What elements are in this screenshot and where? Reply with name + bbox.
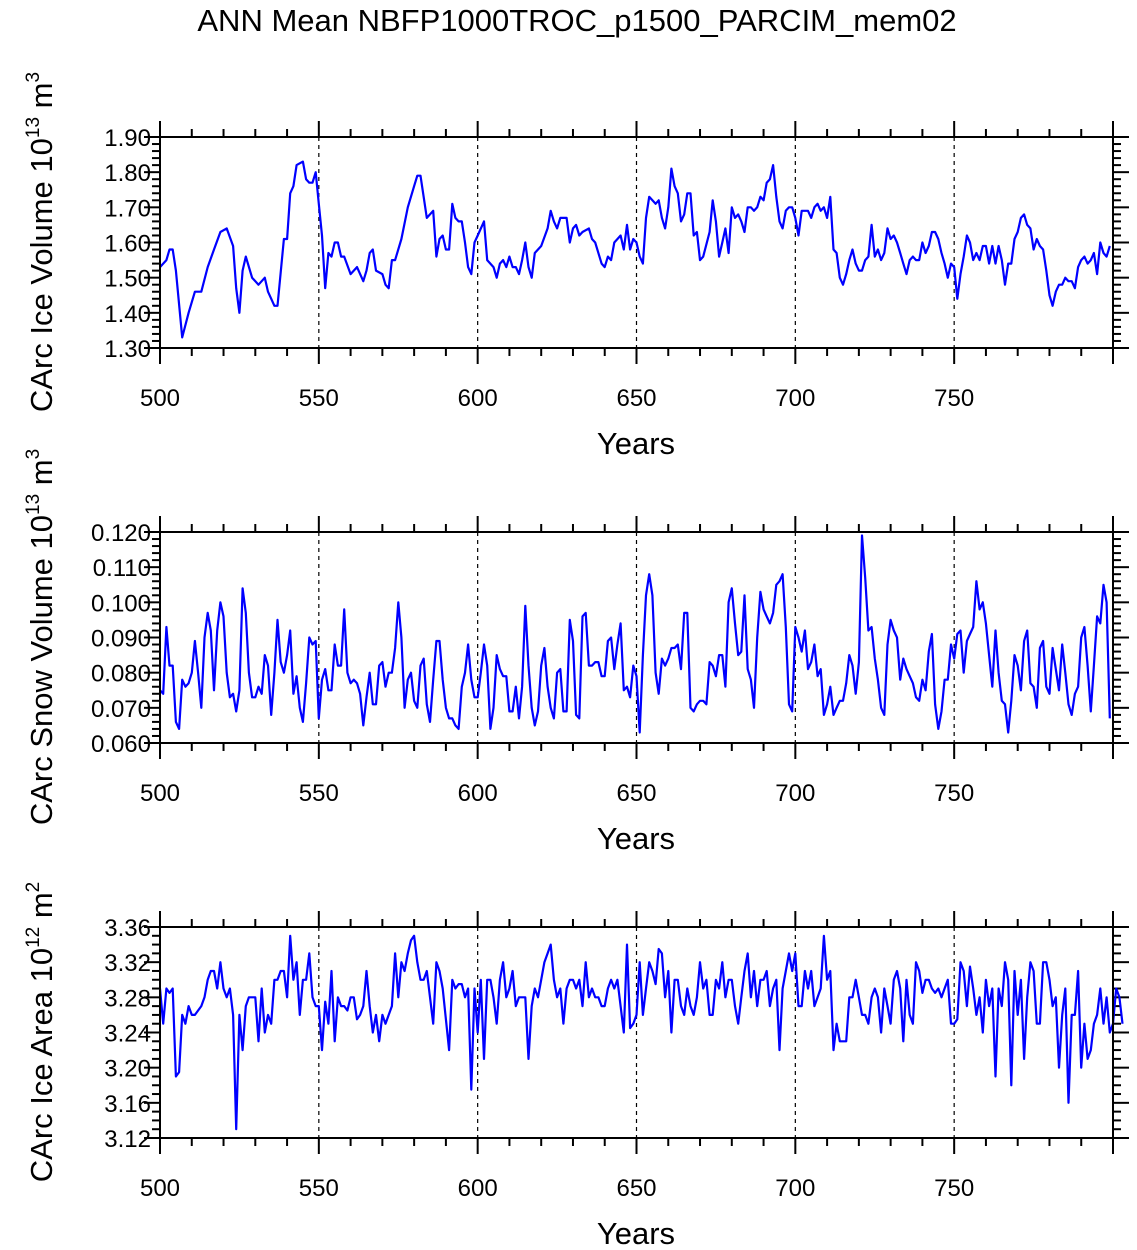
y-axis-label-exponent: 3 xyxy=(23,72,44,83)
y-tick-label: 1.80 xyxy=(104,160,151,187)
x-tick-label: 500 xyxy=(140,385,180,412)
y-tick-label: 0.080 xyxy=(91,661,151,688)
panel-2: 500 550 600 650 700 750 0.060 0.070 0.080 0.090 0.… xyxy=(23,449,1129,856)
y-axis-label-exponent: 3 xyxy=(23,449,44,460)
y-tick-label: 3.12 xyxy=(104,1126,151,1153)
y-tick-label: 1.90 xyxy=(104,125,151,152)
y-axis-label-text: m xyxy=(24,892,59,926)
x-tick-label: 600 xyxy=(458,780,498,807)
y-tick-label: 0.060 xyxy=(91,731,151,758)
x-tick-label: 650 xyxy=(616,1175,656,1202)
chart-title: ANN Mean NBFP1000TROC_p1500_PARCIM_mem02 xyxy=(197,3,956,38)
x-tick-label: 700 xyxy=(775,385,815,412)
y-tick-label: 3.32 xyxy=(104,950,151,977)
y-axis-label-text: CArc Ice Volume 10 xyxy=(24,138,59,412)
y-tick-label: 3.16 xyxy=(104,1091,151,1118)
x-tick-label: 650 xyxy=(616,780,656,807)
y-axis-label: CArc Ice Volume 1013 m3 xyxy=(23,72,59,412)
data-series-line xyxy=(159,534,1111,734)
x-axis-label: Years xyxy=(597,821,675,856)
y-tick-label: 3.24 xyxy=(104,1021,151,1048)
y-tick-label: 1.30 xyxy=(104,336,151,363)
x-axis-label: Years xyxy=(597,1216,675,1250)
y-axis-label-text: m xyxy=(24,459,59,493)
panel-3: 500 550 600 650 700 750 3.12 3.16 3.20 3.24 3.28 3.… xyxy=(23,882,1129,1250)
y-axis-label: CArc Snow Volume 1013 m3 xyxy=(23,449,59,825)
y-tick-label: 0.110 xyxy=(93,555,151,582)
x-axis-label: Years xyxy=(597,426,675,461)
x-tick-label: 650 xyxy=(616,385,656,412)
y-tick-label: 0.090 xyxy=(91,626,151,653)
y-axis-label-text: m xyxy=(24,83,59,117)
y-axis-label-exponent: 13 xyxy=(23,117,44,138)
y-axis-label-exponent: 13 xyxy=(23,494,44,515)
data-series-line xyxy=(158,934,1124,1131)
y-axis-label-exponent: 2 xyxy=(23,882,44,893)
y-tick-label: 0.100 xyxy=(91,590,151,617)
y-axis-label-text: CArc Ice Area 10 xyxy=(24,948,59,1182)
y-axis-label: CArc Ice Area 1012 m2 xyxy=(23,882,59,1183)
panel-1: 500 550 600 650 700 750 1.30 1.40 1.50 1.60 1.70 1.… xyxy=(23,72,1129,461)
y-axis-label-exponent: 12 xyxy=(23,927,44,948)
plot-frame xyxy=(159,136,1114,349)
x-tick-label: 550 xyxy=(299,1175,339,1202)
y-tick-label: 1.70 xyxy=(104,195,151,222)
y-tick-label: 1.60 xyxy=(104,231,151,258)
x-tick-label: 550 xyxy=(299,780,339,807)
x-tick-label: 750 xyxy=(934,385,974,412)
y-tick-label: 3.20 xyxy=(104,1056,151,1083)
x-tick-label: 750 xyxy=(934,1175,974,1202)
y-axis-label-text: CArc Snow Volume 10 xyxy=(24,515,59,825)
x-tick-label: 700 xyxy=(775,780,815,807)
y-tick-label: 1.50 xyxy=(104,266,151,293)
x-tick-label: 550 xyxy=(299,385,339,412)
x-tick-label: 700 xyxy=(775,1175,815,1202)
y-tick-label: 0.070 xyxy=(91,696,151,723)
x-tick-label: 750 xyxy=(934,780,974,807)
x-tick-label: 600 xyxy=(458,1175,498,1202)
plot-frame xyxy=(159,926,1114,1139)
data-series-line xyxy=(159,160,1111,339)
y-tick-label: 0.120 xyxy=(91,520,151,547)
x-tick-label: 500 xyxy=(140,780,180,807)
y-tick-label: 3.36 xyxy=(104,915,151,942)
y-tick-label: 3.28 xyxy=(104,985,151,1012)
plot-frame xyxy=(159,531,1114,744)
x-tick-label: 600 xyxy=(458,385,498,412)
x-tick-label: 500 xyxy=(140,1175,180,1202)
y-tick-label: 1.40 xyxy=(104,301,151,328)
